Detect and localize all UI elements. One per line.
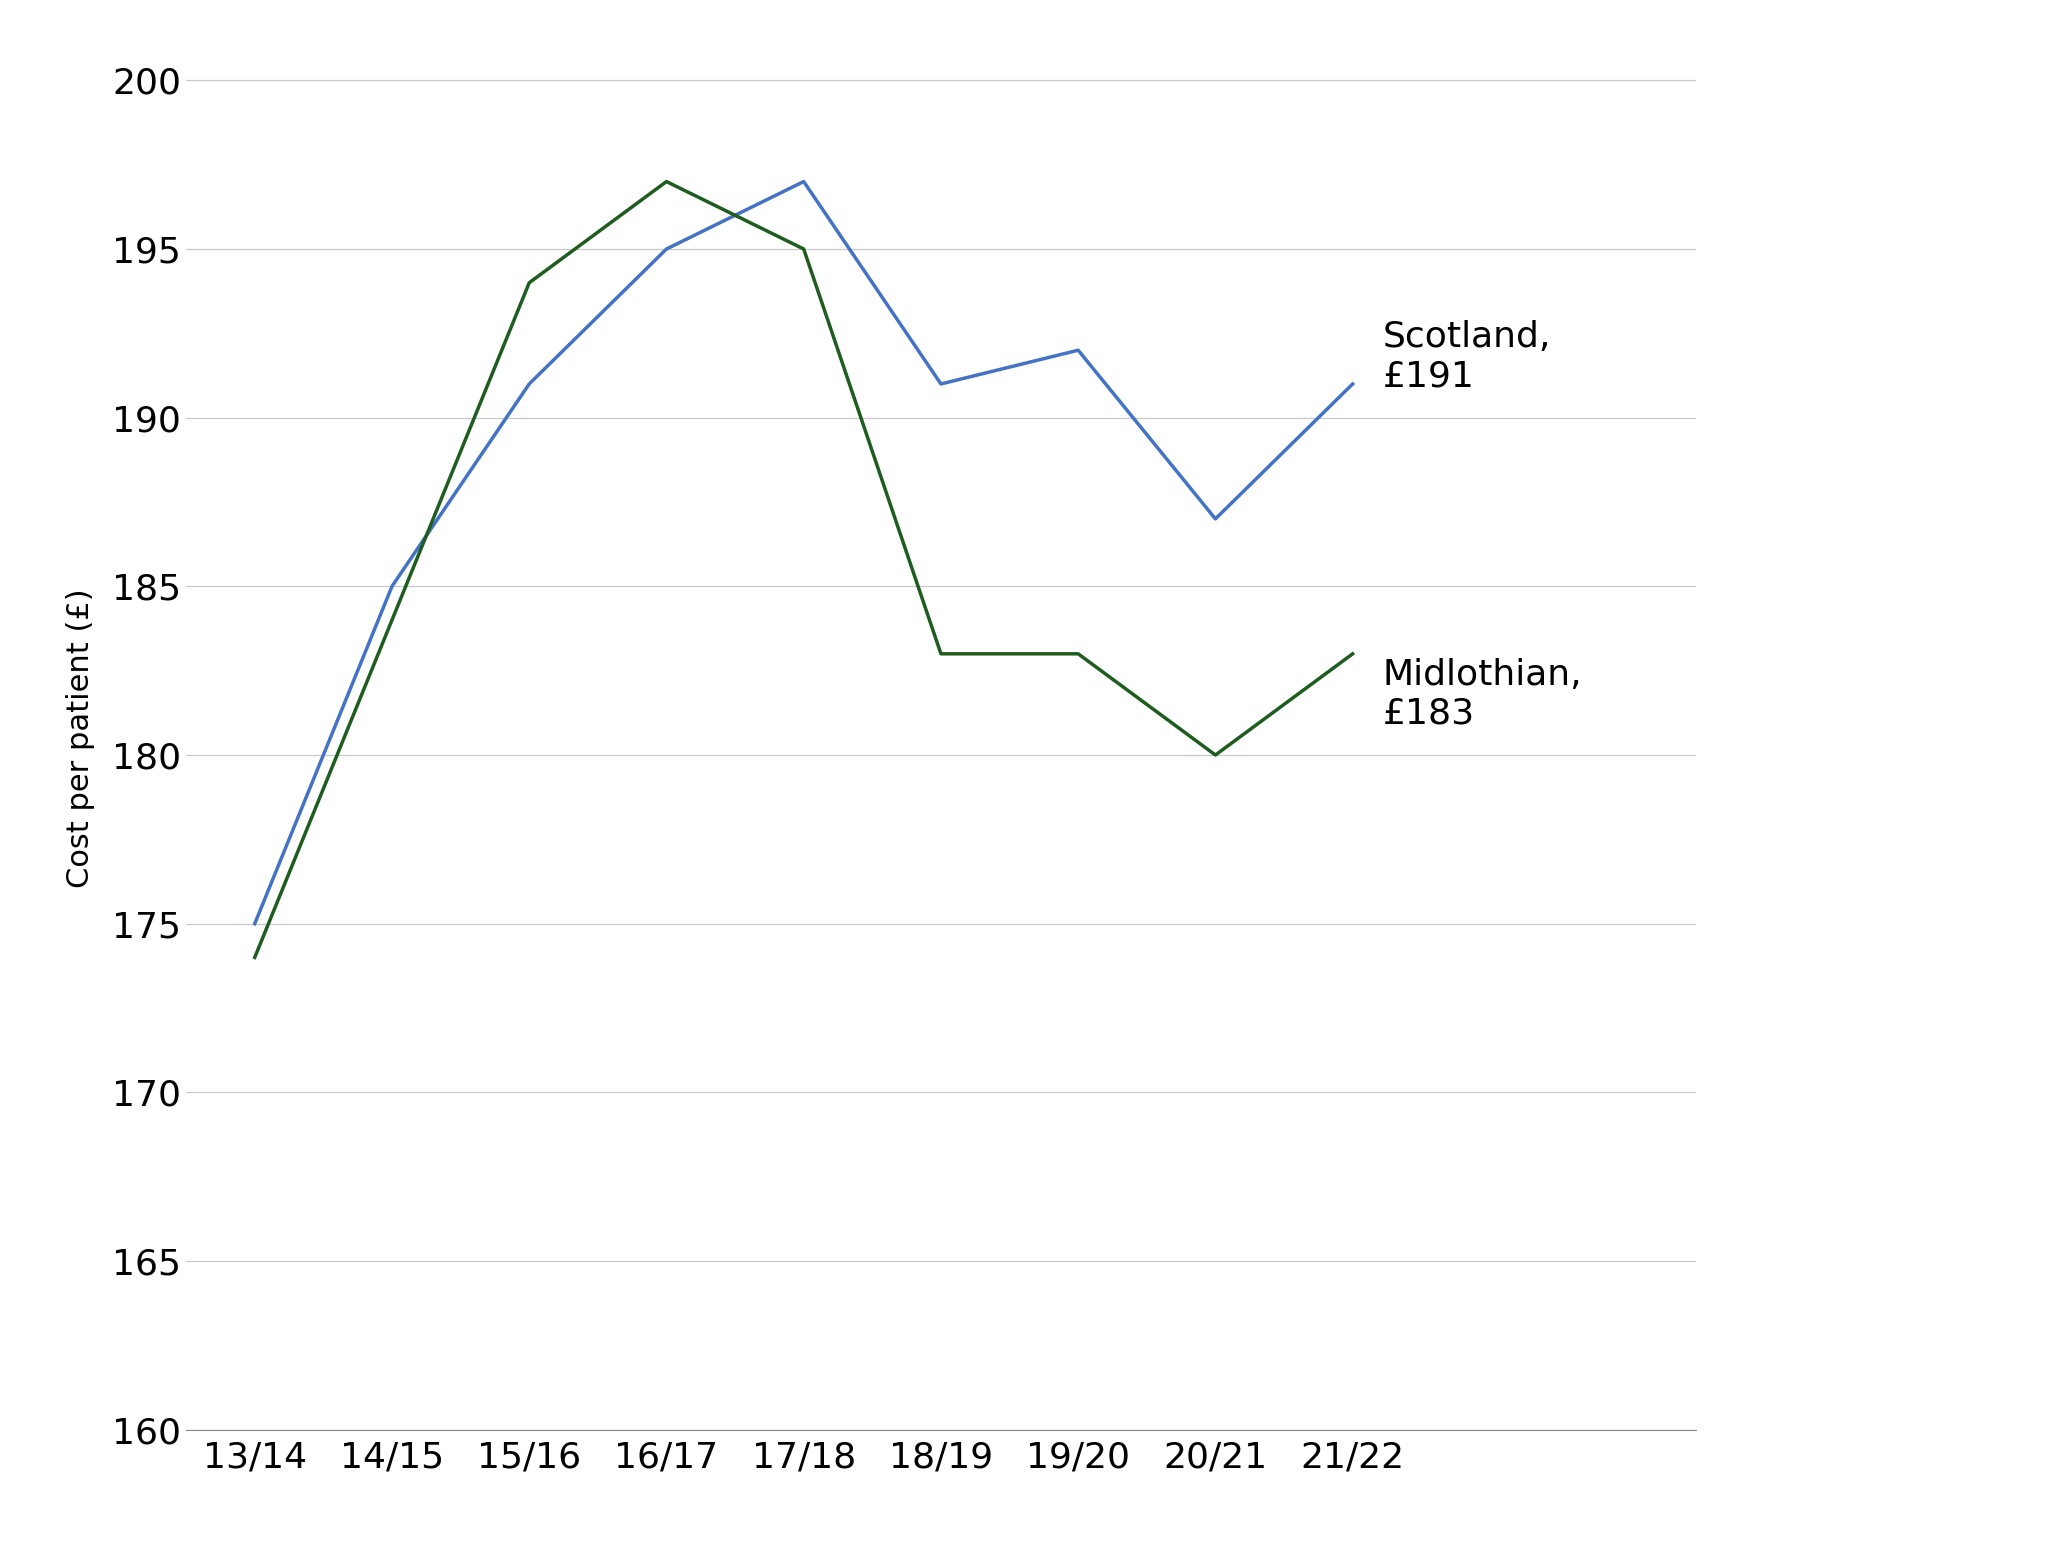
Text: Scotland,
£191: Scotland, £191 bbox=[1383, 320, 1551, 393]
Text: Midlothian,
£183: Midlothian, £183 bbox=[1383, 657, 1582, 730]
Y-axis label: Cost per patient (£): Cost per patient (£) bbox=[66, 589, 95, 887]
